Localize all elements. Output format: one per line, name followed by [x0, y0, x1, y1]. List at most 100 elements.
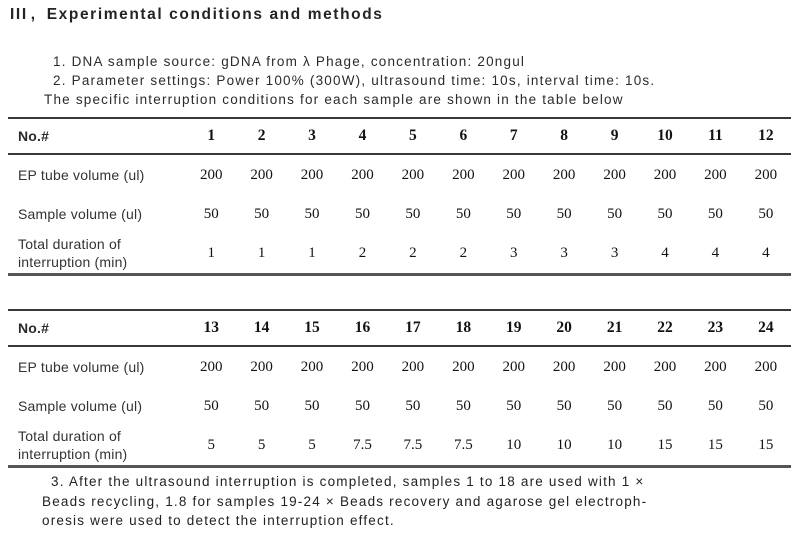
cell-value: 4: [661, 244, 669, 261]
row-label: EP tube volume (ul): [8, 358, 186, 376]
column-header: 4: [358, 127, 367, 144]
cell-value: 50: [354, 205, 370, 222]
cell-value: 3: [560, 244, 568, 261]
column-header: 5: [409, 127, 417, 144]
column-header: 17: [405, 319, 421, 336]
ideographic-comma-icon: [28, 6, 47, 24]
cell-value: 1: [257, 244, 266, 261]
cell-value: 200: [250, 358, 273, 375]
note-paragraph: 3. After the ultrasound interruption is …: [42, 472, 782, 531]
column-header: 10: [657, 127, 673, 144]
cell-value: 200: [300, 358, 324, 375]
cell-value: 5: [308, 436, 316, 453]
column-header: 18: [455, 319, 472, 336]
column-header: 24: [758, 319, 774, 336]
cell-value: 50: [405, 205, 421, 222]
row-label: EP tube volume (ul): [8, 166, 186, 184]
cell-value: 200: [401, 166, 425, 183]
cell-value: 50: [405, 397, 421, 414]
table-row: EP tube volume (ul) 200 200 200 200 200 200 200…: [8, 155, 791, 195]
column-header: 6: [459, 127, 468, 144]
cell-value: 3: [610, 244, 619, 261]
row-label: Sample volume (ul): [8, 205, 186, 223]
row-label-line: Sample volume (ul): [18, 206, 143, 222]
cell-value: 15: [707, 436, 723, 453]
conditions-table-samples-1-12: No.# 1 2 3 4 5 6 7 8 9 10 11 12 EP tube volume (ul) 20…: [8, 117, 791, 276]
cell-value: 50: [758, 397, 774, 414]
cell-value: 50: [657, 205, 673, 222]
cell-value: 7.5: [353, 436, 372, 453]
column-header: 1: [207, 127, 216, 144]
column-header: 11: [708, 127, 723, 144]
cell-value: 50: [607, 397, 623, 414]
column-header: 3: [308, 127, 316, 144]
intro-line-parameters: 2. Parameter settings: Power 100% (300W)…: [53, 73, 656, 88]
cell-value: 50: [707, 205, 723, 222]
column-header: 16: [354, 319, 371, 336]
cell-value: 50: [455, 397, 471, 414]
cell-value: 50: [203, 397, 219, 414]
cell-value: 10: [506, 436, 522, 453]
cell-value: 200: [452, 358, 475, 375]
row-label-line: EP tube volume (ul): [18, 167, 145, 183]
cell-value: 50: [304, 205, 320, 222]
cell-value: 200: [401, 358, 425, 375]
row-label: Sample volume (ul): [8, 397, 186, 415]
cell-value: 2: [459, 244, 468, 261]
column-header: 2: [257, 127, 266, 144]
table-row: Total duration of interruption (min) 1 1 1 2 2…: [8, 233, 791, 273]
table-row: Sample volume (ul) 50 50 50 50 50 50 50 50 50 50 50…: [8, 195, 791, 233]
section-title: Experimental conditions and methods: [46, 6, 384, 23]
cell-value: 50: [657, 397, 673, 414]
row-label-line: Total duration of: [18, 236, 122, 252]
cell-value: 3: [509, 244, 518, 261]
intro-paragraph: 1. DNA sample source: gDNA from λ Phage,…: [44, 52, 784, 109]
cell-value: 200: [552, 166, 576, 183]
table-row: Total duration of interruption (min) 5 5 5 7.…: [8, 425, 791, 465]
row-label-line: interruption (min): [18, 254, 128, 270]
cell-value: 7.5: [453, 436, 473, 453]
row-label-line: Sample volume (ul): [18, 398, 143, 414]
cell-value: 4: [762, 244, 770, 261]
cell-value: 50: [607, 205, 623, 222]
cell-value: 200: [754, 358, 778, 375]
cell-value: 200: [704, 358, 727, 375]
cell-value: 200: [199, 358, 223, 375]
cell-value: 200: [351, 166, 374, 183]
note-line-3: oresis were used to detect the interrupt…: [42, 513, 395, 528]
column-header: 12: [758, 127, 774, 144]
section-heading: III Experimental conditions and methods: [10, 6, 384, 24]
intro-line-table-ref: The specific interruption conditions for…: [44, 92, 624, 107]
cell-value: 200: [704, 166, 727, 183]
cell-value: 200: [300, 166, 324, 183]
row-label: No.#: [18, 128, 50, 144]
row-label-line: interruption (min): [18, 446, 128, 462]
column-header: 7: [509, 127, 518, 144]
column-header: 8: [560, 127, 569, 144]
cell-value: 200: [552, 358, 576, 375]
note-line-2: Beads recycling, 1.8 for samples 19-24 ×…: [42, 493, 648, 509]
column-header: 9: [610, 127, 619, 144]
cell-value: 5: [257, 436, 266, 453]
cell-value: 50: [506, 205, 522, 222]
cell-value: 200: [199, 166, 223, 183]
cell-value: 50: [203, 205, 219, 222]
note-line-1: 3. After the ultrasound interruption is …: [51, 474, 645, 489]
cell-value: 200: [653, 358, 677, 375]
row-label-line: EP tube volume (ul): [18, 359, 145, 375]
column-header: 15: [304, 319, 320, 336]
cell-value: 50: [304, 397, 320, 414]
cell-value: 50: [354, 397, 370, 414]
intro-line-dna-source: 1. DNA sample source: gDNA from λ Phage,…: [53, 54, 526, 69]
conditions-table-samples-13-24: No.# 13 14 15 16 17 18 19 20 21 22 23 24 EP tube volu…: [8, 309, 791, 468]
row-label-line: Total duration of: [18, 428, 122, 444]
table-row: Sample volume (ul) 50 50 50 50 50 50 50 50 50 50 50…: [8, 387, 791, 425]
cell-value: 50: [707, 397, 723, 414]
cell-value: 200: [351, 358, 374, 375]
column-header: 23: [707, 319, 724, 336]
column-header: 19: [505, 319, 522, 336]
column-header: 22: [657, 319, 673, 336]
column-header: 21: [606, 319, 623, 336]
cell-value: 50: [254, 397, 270, 414]
